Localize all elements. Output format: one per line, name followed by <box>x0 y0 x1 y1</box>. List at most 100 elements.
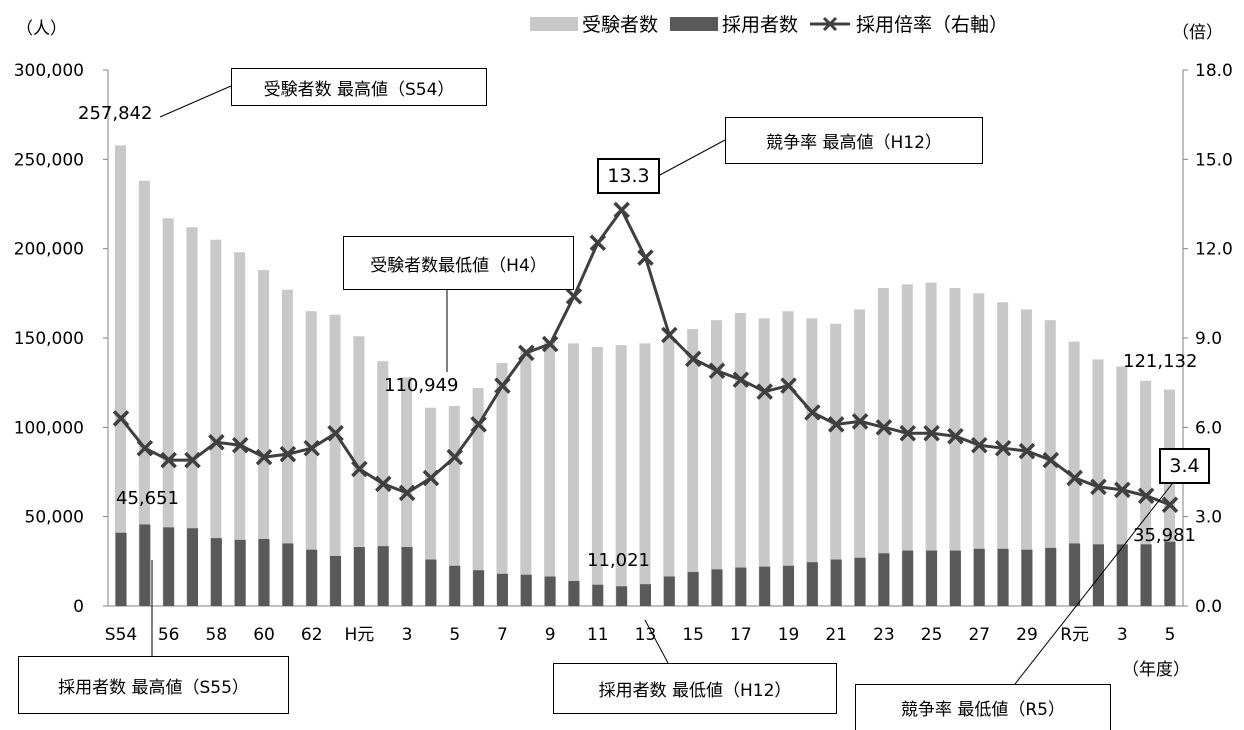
label-hired-last-value: 35,981 <box>1133 525 1196 546</box>
x-tick-label: 27 <box>968 625 990 645</box>
bar-applicants <box>1044 320 1056 606</box>
bar-hired <box>735 567 747 606</box>
bar-applicants <box>1164 389 1175 606</box>
marker-ratio <box>494 377 511 394</box>
marker-ratio <box>899 425 916 442</box>
x-tick-label: 9 <box>545 625 556 645</box>
marker-ratio <box>518 344 535 362</box>
bar-hired <box>902 550 914 606</box>
legend-swatch-hired <box>670 16 719 31</box>
marker-ratio <box>303 439 320 457</box>
bar-applicants <box>782 311 794 606</box>
annotation-ratio-max-value: 13.3 <box>597 158 660 194</box>
marker-ratio <box>684 350 702 368</box>
bar-hired <box>997 548 1009 606</box>
annotation-hired-min: 採用者数 最低値（H12） <box>553 663 837 714</box>
marker-ratio <box>112 410 130 427</box>
leader-applicants-max <box>159 85 232 118</box>
bar-hired <box>830 559 842 606</box>
marker-ratio <box>136 439 154 457</box>
marker-ratio <box>875 419 893 436</box>
x-tick-label: 5 <box>449 625 460 645</box>
bar-hired <box>759 566 771 606</box>
legend-label-hired: 採用者数 <box>722 14 799 36</box>
annotation-ratio-min: 競争率 最低値（R5） <box>855 684 1111 730</box>
y-right-tick-label: 9.0 <box>1195 329 1222 349</box>
marker-ratio <box>637 249 654 266</box>
bar-applicants <box>877 287 889 606</box>
marker-ratio <box>231 436 249 454</box>
left-axis-unit: （人） <box>16 19 67 39</box>
annotation-ratio-min-value: 3.4 <box>1159 448 1210 484</box>
marker-ratio <box>255 448 273 466</box>
bar-applicants <box>472 388 484 606</box>
bar-hired <box>544 576 556 606</box>
bar-applicants <box>1020 309 1032 606</box>
marker-ratio <box>780 377 797 394</box>
bar-hired <box>949 550 961 606</box>
marker-ratio <box>708 362 726 379</box>
bar-applicants <box>329 314 341 606</box>
y-right-tick-label: 6.0 <box>1195 418 1222 438</box>
x-tick-label: 15 <box>682 625 704 645</box>
marker-ratio <box>947 428 964 445</box>
marker-ratio <box>1114 481 1131 499</box>
x-tick-label: 62 <box>301 625 323 645</box>
annotation-applicants-min: 受験者数最低値（H4） <box>343 236 574 290</box>
marker-ratio <box>613 201 630 219</box>
y-left-tick-label: 0 <box>73 597 84 617</box>
annotation-hired-max: 採用者数 最高値（S55） <box>18 656 289 714</box>
marker-ratio <box>971 436 988 454</box>
marker-ratio <box>1042 451 1060 469</box>
marker-ratio <box>375 475 392 493</box>
bar-applicants <box>520 348 532 606</box>
marker-ratio <box>994 439 1012 457</box>
x-tick-label: 17 <box>730 625 752 645</box>
x-tick-label: 58 <box>206 625 228 645</box>
bar-hired <box>187 528 199 606</box>
marker-ratio <box>565 288 583 305</box>
bar-hired <box>1045 547 1057 606</box>
marker-ratio <box>470 416 487 433</box>
y-left-tick-label: 300,000 <box>14 61 84 81</box>
bar-applicants <box>806 318 818 606</box>
bar-hired <box>1069 543 1081 606</box>
bar-applicants <box>138 180 150 607</box>
bar-applicants <box>186 227 198 606</box>
bar-applicants <box>997 302 1009 606</box>
bar-hired <box>401 547 413 606</box>
bar-applicants <box>162 218 174 606</box>
bar-hired <box>687 572 699 606</box>
bar-hired <box>353 547 365 606</box>
bar-applicants <box>210 239 222 606</box>
y-right-tick-label: 15.0 <box>1195 150 1233 170</box>
bar-hired <box>449 565 461 606</box>
bar-hired <box>640 584 651 606</box>
marker-ratio <box>208 433 225 451</box>
leader-hired-min <box>644 619 669 664</box>
marker-ratio <box>1090 478 1107 496</box>
bar-applicants <box>711 320 723 606</box>
bar-hired <box>282 543 294 606</box>
bar-hired <box>592 584 604 606</box>
legend: 受験者数 採用者数 採用倍率（右軸） <box>530 10 1008 37</box>
x-tick-label: R元 <box>1060 625 1089 645</box>
marker-ratio <box>541 335 559 353</box>
label-applicants-last-value: 121,132 <box>1123 351 1198 372</box>
y-right-tick-label: 0.0 <box>1195 597 1222 617</box>
bar-hired <box>1092 544 1104 606</box>
x-tick-label: 21 <box>825 625 847 645</box>
x-tick-label: 5 <box>1165 625 1176 645</box>
bar-applicants <box>973 293 985 606</box>
y-left-tick-label: 50,000 <box>25 508 84 528</box>
label-hired-max-value: 45,651 <box>116 488 179 509</box>
bar-applicants <box>925 282 937 606</box>
bar-applicants <box>663 338 675 606</box>
marker-ratio <box>1137 487 1155 505</box>
bar-applicants <box>830 323 842 606</box>
x-tick-label: 56 <box>158 625 180 645</box>
bar-hired <box>783 565 795 606</box>
bar-hired <box>306 549 318 606</box>
bar-hired <box>234 539 246 606</box>
bar-hired <box>496 573 508 606</box>
